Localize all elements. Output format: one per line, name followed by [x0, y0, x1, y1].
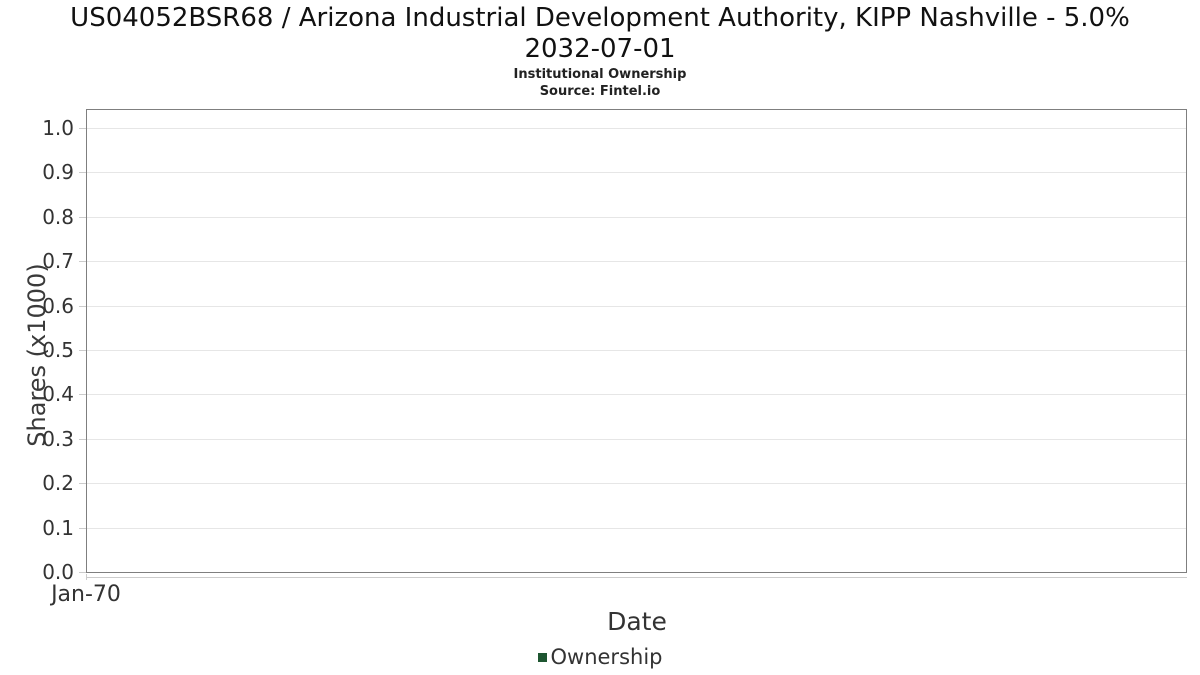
x-axis-line [86, 577, 1187, 578]
y-tick-mark-0.8 [79, 216, 86, 218]
chart-title-line1: US04052BSR68 / Arizona Industrial Develo… [70, 3, 1130, 33]
gridline-y-0.7 [87, 261, 1186, 263]
y-tick-mark-0.9 [79, 172, 86, 174]
x-tick-mark [86, 574, 87, 580]
y-tick-mark-0.2 [79, 483, 86, 485]
gridline-y-1.0 [87, 128, 1186, 129]
y-tick-label-0.3: 0.3 [42, 426, 74, 451]
y-tick-label-0.2: 0.2 [42, 471, 74, 496]
y-tick-mark-0.7 [79, 261, 86, 263]
gridline-y-0.9 [87, 172, 1186, 174]
legend-marker-square-icon [537, 652, 547, 662]
x-axis-title: Date [607, 607, 667, 636]
y-tick-label-0.0: 0.0 [42, 560, 74, 584]
y-tick-mark-0.3 [79, 438, 86, 440]
y-tick-mark-1.0 [79, 128, 86, 129]
gridline-y-0.5 [87, 350, 1186, 351]
y-tick-label-0.1: 0.1 [42, 515, 74, 540]
chart-title-line2: 2032-07-01 [524, 34, 676, 64]
chart-source: Source: Fintel.io [539, 84, 661, 99]
x-tick-label: Jan-70 [51, 582, 121, 607]
y-tick-label-0.7: 0.7 [42, 249, 74, 274]
y-tick-mark-0.1 [79, 527, 86, 529]
y-tick-mark-0.6 [79, 305, 86, 307]
gridline-y-0.6 [87, 305, 1186, 307]
y-tick-label-0.9: 0.9 [42, 160, 74, 185]
gridline-y-0.3 [87, 438, 1186, 440]
y-tick-label-1.0: 1.0 [42, 116, 74, 140]
gridline-y-0.8 [87, 216, 1186, 218]
y-tick-label-0.6: 0.6 [42, 293, 74, 318]
y-tick-label-0.8: 0.8 [42, 204, 74, 229]
y-tick-mark-0.0 [79, 572, 86, 573]
y-tick-label-0.4: 0.4 [42, 382, 74, 407]
chart-subtitle: Institutional Ownership [513, 67, 687, 82]
gridline-y-0.1 [87, 527, 1186, 529]
plot-area [86, 109, 1187, 573]
legend-item-ownership[interactable]: Ownership [0, 645, 1200, 669]
y-tick-label-0.5: 0.5 [42, 338, 74, 362]
legend-label: Ownership [550, 645, 663, 669]
gridline-y-0.2 [87, 483, 1186, 485]
gridline-y-0.4 [87, 394, 1186, 396]
y-tick-mark-0.4 [79, 394, 86, 396]
y-tick-mark-0.5 [79, 350, 86, 351]
